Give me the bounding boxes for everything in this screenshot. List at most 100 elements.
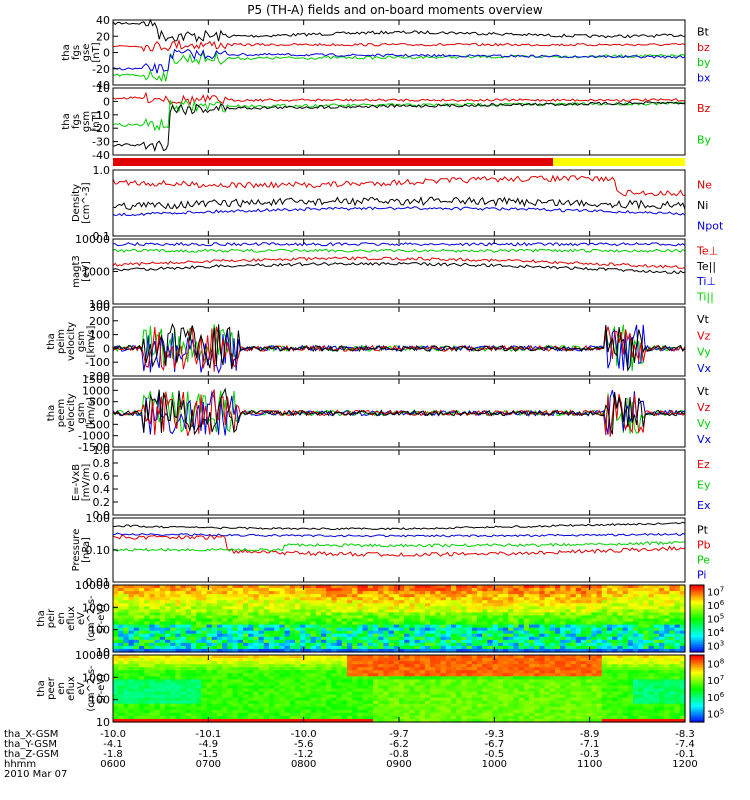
spectrogram-cell	[331, 615, 338, 620]
spectrogram-cell	[419, 664, 426, 668]
spectrogram-cell	[388, 642, 395, 647]
spectrogram-cell	[263, 642, 270, 647]
spectrogram-cell	[596, 594, 603, 598]
spectrogram-cell	[113, 606, 119, 610]
spectrogram-cell	[279, 676, 286, 680]
spectrogram-cell	[607, 615, 613, 620]
spectrogram-cell	[336, 585, 343, 589]
spectrogram-cell	[274, 609, 280, 614]
spectrogram-cell	[232, 609, 239, 614]
spectrogram-cell	[461, 606, 468, 610]
spectrogram-cell	[367, 688, 374, 693]
spectrogram-cell	[669, 618, 676, 623]
spectrogram-cell	[534, 636, 540, 641]
spectrogram-cell	[393, 679, 400, 684]
spectrogram-cell	[404, 673, 410, 677]
spectrogram-cell	[357, 624, 364, 629]
spectrogram-cell	[399, 661, 405, 665]
spectrogram-cell	[560, 688, 566, 693]
spectrogram-cell	[679, 621, 686, 626]
spectrogram-cell	[664, 621, 670, 626]
spectrogram-cell	[451, 664, 457, 668]
spectrogram-cell	[159, 621, 166, 626]
spectrogram-cell	[170, 718, 176, 723]
spectrogram-cell	[347, 591, 353, 595]
spectrogram-cell	[321, 600, 327, 604]
spectrogram-cell	[404, 697, 410, 702]
panel-frame-0	[112, 19, 686, 86]
spectrogram-cell	[123, 636, 130, 641]
spectrogram-cell	[471, 688, 478, 693]
spectrogram-cell	[591, 606, 598, 610]
spectrogram-cell	[133, 706, 140, 711]
spectrogram-cell	[362, 621, 369, 626]
spectrogram-cell	[581, 624, 587, 629]
spectrogram-cell	[347, 658, 353, 662]
spectrogram-cell	[627, 609, 634, 614]
spectrogram-cell	[581, 621, 587, 626]
spectrogram-cell	[425, 664, 431, 668]
spectrogram-cell	[227, 642, 234, 647]
spectrogram-cell	[123, 594, 130, 598]
spectrogram-cell	[211, 603, 218, 607]
colorbar-cell	[690, 618, 704, 621]
spectrogram-cell	[492, 670, 499, 674]
spectrogram-cell	[539, 658, 546, 662]
spectrogram-cell	[175, 639, 182, 644]
spectrogram-cell	[565, 715, 572, 720]
spectrogram-cell	[118, 670, 124, 674]
spectrogram-cell	[133, 627, 140, 632]
spectrogram-cell	[419, 655, 426, 659]
y-axis-label-line: peir	[46, 608, 57, 628]
spectrogram-cell	[347, 664, 353, 668]
spectrogram-cell	[269, 621, 275, 626]
spectrogram-cell	[622, 703, 629, 708]
spectrogram-cell	[393, 673, 400, 677]
spectrogram-cell	[471, 603, 478, 607]
spectrogram-cell	[258, 612, 265, 617]
spectrogram-cell	[149, 676, 156, 680]
spectrogram-cell	[196, 618, 202, 623]
spectrogram-cell	[362, 703, 369, 708]
spectrogram-cell	[404, 627, 410, 632]
spectrogram-cell	[534, 633, 540, 638]
spectrogram-cell	[310, 682, 317, 687]
y-axis-label-line: gsm	[81, 111, 92, 132]
spectrogram-cell	[341, 609, 348, 614]
spectrogram-cell	[445, 633, 452, 638]
spectrogram-cell	[482, 648, 488, 653]
spectrogram-cell	[175, 715, 182, 720]
spectrogram-cell	[482, 661, 488, 665]
spectrogram-cell	[341, 606, 348, 610]
spectrogram-cell	[175, 636, 182, 641]
spectrogram-cell	[388, 682, 395, 687]
spectrogram-cell	[492, 700, 499, 705]
spectrogram-cell	[331, 624, 338, 629]
spectrogram-cell	[419, 591, 426, 595]
spectrogram-cell	[435, 642, 442, 647]
spectrogram-cell	[451, 709, 457, 714]
spectrogram-cell	[492, 621, 499, 626]
spectrogram-cell	[399, 645, 405, 650]
spectrogram-cell	[523, 661, 530, 665]
spectrogram-cell	[378, 636, 384, 641]
spectrogram-cell	[549, 715, 556, 720]
spectrogram-cell	[310, 703, 317, 708]
spectrogram-cell	[492, 658, 499, 662]
y-axis-label-line: en	[56, 612, 67, 625]
spectrogram-cell	[295, 615, 301, 620]
spectrogram-cell	[523, 718, 530, 723]
spectrogram-cell	[113, 594, 119, 598]
spectrogram-cell	[357, 606, 364, 610]
spectrogram-cell	[497, 630, 504, 635]
spectrogram-cell	[601, 673, 608, 677]
spectrogram-cell	[539, 703, 546, 708]
spectrogram-cell	[399, 709, 405, 714]
spectrogram-cell	[263, 679, 270, 684]
spectrogram-cell	[612, 658, 618, 662]
spectrogram-cell	[596, 597, 603, 601]
spectrogram-cell	[227, 670, 234, 674]
spectrogram-cell	[471, 709, 478, 714]
spectrogram-cell	[253, 700, 260, 705]
spectrogram-cell	[341, 624, 348, 629]
